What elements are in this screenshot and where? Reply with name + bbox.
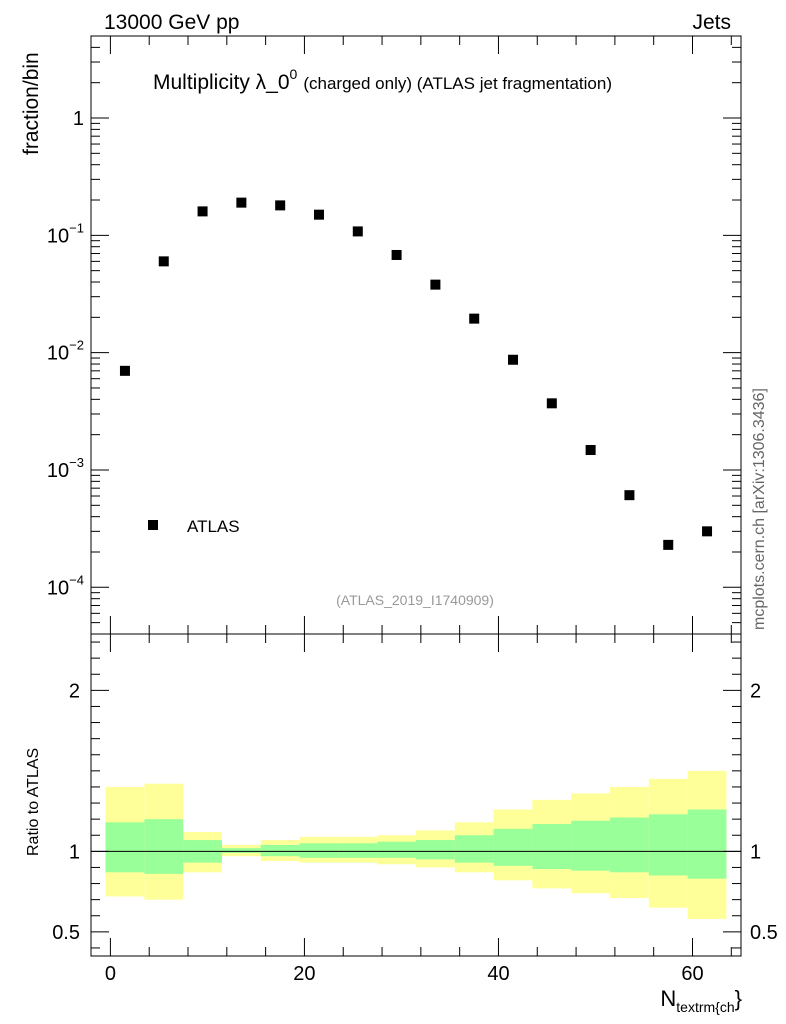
main-panel: 1 10−1 10−2 10−3 10−4 fraction/bin Multiplic… — [20, 35, 742, 635]
data-point — [352, 226, 363, 237]
uncertainty-band-stat — [377, 841, 416, 858]
data-point — [158, 256, 169, 267]
chart-title: Multiplicity λ_00 (charged only) (ATLAS j… — [153, 66, 612, 94]
data-point — [430, 279, 441, 290]
x-axis-label-subscript: textrm{ch — [676, 999, 734, 1015]
ratio-y-tick-label: 2 — [69, 680, 80, 702]
y-tick-label: 10−3 — [47, 455, 84, 482]
x-tick-label: 0 — [105, 963, 116, 985]
process-label: Jets — [692, 11, 731, 34]
data-point — [391, 249, 402, 260]
x-axis-label: Ntextrm{ch} — [660, 986, 742, 1015]
chart-title-main: Multiplicity λ_0 — [153, 71, 290, 94]
data-point — [197, 206, 208, 217]
uncertainty-band-stat — [493, 828, 533, 866]
y-tick-label: 10−1 — [47, 220, 84, 247]
uncertainty-band-stat — [221, 848, 261, 853]
uncertainty-band-stat — [144, 819, 184, 874]
source-label: mcplots.cern.ch [arXiv:1306.3436] — [751, 388, 768, 630]
x-tick-label: 60 — [681, 963, 703, 985]
uncertainty-band-stat — [571, 820, 611, 871]
chart-title-superscript: 0 — [290, 66, 298, 82]
ratio-y-tick-label-right: 1 — [750, 841, 761, 863]
uncertainty-band-stat — [532, 823, 572, 870]
uncertainty-band-stat — [416, 840, 455, 860]
chart-title-suffix: (charged only) (ATLAS jet fragmentation) — [303, 74, 612, 93]
y-tick-label: 10−4 — [47, 572, 84, 599]
data-point — [313, 209, 324, 220]
data-point — [546, 398, 557, 409]
data-point — [508, 354, 519, 365]
ratio-y-tick-label: 1 — [69, 841, 80, 863]
data-point — [469, 313, 480, 324]
data-point — [663, 539, 674, 550]
data-point — [702, 526, 713, 537]
ratio-panel: 0.5 0.5 1 1 2 2 0 20 40 60 Ratio to ATLAS Ntextr… — [25, 633, 778, 1015]
x-tick-label: 20 — [293, 963, 315, 985]
uncertainty-band-stat — [454, 835, 494, 863]
ratio-y-tick-label-right: 2 — [750, 680, 761, 702]
legend-marker — [148, 520, 158, 530]
uncertainty-band-stat — [105, 822, 145, 873]
ratio-y-tick-label-right: 0.5 — [750, 922, 778, 944]
ratio-frame — [90, 633, 742, 957]
uncertainty-band-stat — [299, 843, 339, 858]
x-axis-label-main: N — [660, 986, 676, 1011]
data-point — [585, 445, 596, 456]
ratio-y-axis-label: Ratio to ATLAS — [25, 748, 42, 856]
uncertainty-band-stat — [648, 814, 688, 876]
uncertainty-band-stat — [338, 843, 378, 858]
data-point — [624, 490, 635, 501]
collision-label: 13000 GeV pp — [104, 11, 239, 34]
ratio-y-tick-label: 0.5 — [52, 922, 80, 944]
data-point — [275, 200, 286, 211]
uncertainty-band-stat — [610, 817, 649, 873]
data-point — [236, 197, 247, 208]
y-tick-label: 10−2 — [47, 338, 84, 365]
main-frame — [90, 35, 742, 635]
data-point — [119, 365, 130, 376]
legend-entry: ATLAS — [187, 517, 240, 536]
y-tick-label: 1 — [73, 108, 84, 130]
y-axis-label: fraction/bin — [20, 52, 43, 155]
uncertainty-band-stat — [260, 844, 300, 857]
x-axis-label-suffix: } — [735, 986, 742, 1011]
x-tick-label: 40 — [487, 963, 509, 985]
analysis-annotation: (ATLAS_2019_I1740909) — [336, 592, 494, 608]
uncertainty-band-stat — [687, 809, 727, 879]
